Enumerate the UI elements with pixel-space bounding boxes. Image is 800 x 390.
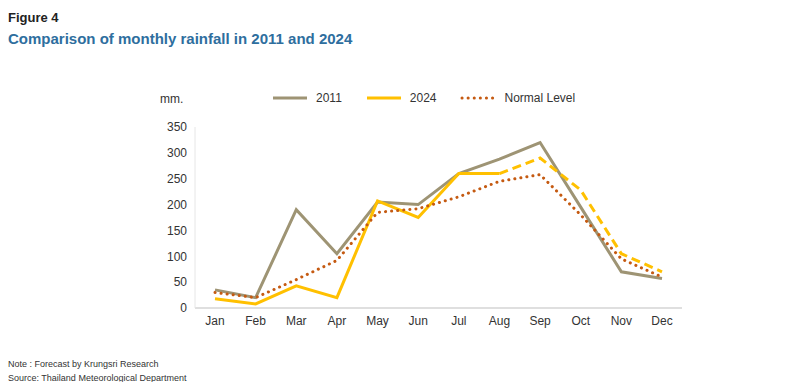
svg-text:200: 200 bbox=[167, 198, 187, 212]
svg-text:Nov: Nov bbox=[611, 314, 632, 328]
svg-text:May: May bbox=[366, 314, 389, 328]
svg-text:Feb: Feb bbox=[245, 314, 266, 328]
svg-text:100: 100 bbox=[167, 250, 187, 264]
svg-text:Sep: Sep bbox=[529, 314, 551, 328]
svg-text:250: 250 bbox=[167, 172, 187, 186]
svg-text:Jun: Jun bbox=[409, 314, 428, 328]
svg-text:0: 0 bbox=[180, 301, 187, 315]
html-text:2024: 2024 bbox=[409, 91, 437, 105]
html-text:2011: 2011 bbox=[316, 91, 342, 105]
html-text:Source: Thailand Meteorologica: Source: Thailand Meteorological Departme… bbox=[8, 373, 187, 383]
svg-text:300: 300 bbox=[167, 146, 187, 160]
svg-text:Dec: Dec bbox=[651, 314, 672, 328]
html-text:Comparison of monthly rainfall: Comparison of monthly rainfall in 2011 a… bbox=[8, 30, 353, 47]
svg-text:350: 350 bbox=[167, 120, 187, 134]
html-text:Figure 4: Figure 4 bbox=[8, 10, 59, 25]
html-text:Normal Level: Normal Level bbox=[504, 91, 576, 105]
svg-text:50: 50 bbox=[174, 275, 188, 289]
svg-text:Jul: Jul bbox=[451, 314, 466, 328]
svg-text:150: 150 bbox=[167, 224, 187, 238]
html-text:Note : Forecast by Krungsri Re: Note : Forecast by Krungsri Research bbox=[8, 359, 159, 369]
svg-text:Apr: Apr bbox=[328, 314, 347, 328]
svg-text:Oct: Oct bbox=[571, 314, 590, 328]
svg-text:Aug: Aug bbox=[489, 314, 510, 328]
html-text:mm.: mm. bbox=[160, 92, 184, 106]
svg-text:Jan: Jan bbox=[205, 314, 224, 328]
svg-text:Mar: Mar bbox=[286, 314, 307, 328]
